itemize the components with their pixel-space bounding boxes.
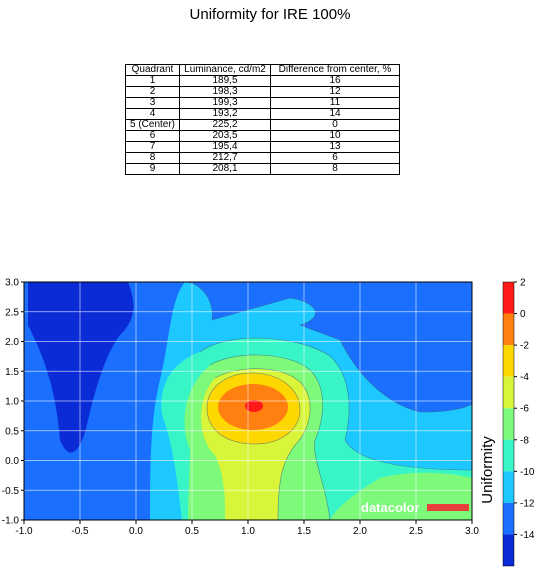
y-tick-label: 0.5 [5, 426, 19, 437]
colorbar-swatch [503, 502, 514, 535]
chart-title: Uniformity for IRE 100% [189, 6, 351, 23]
colorbar-frame [502, 281, 515, 567]
y-tick-label: 1.5 [5, 367, 19, 378]
colorbar-swatch [503, 408, 514, 440]
y-tick-label: -1.0 [2, 516, 20, 527]
table-row: 9 208,1 8 [125, 163, 400, 175]
colorbar-swatch [503, 313, 514, 346]
table-header-row: Quadrant Luminance, cd/m2 Difference fro… [125, 64, 400, 76]
watermark-logo: datacolor [361, 500, 420, 515]
x-axis: -1.0 -0.5 0.0 0.5 1.0 1.5 2.0 2.5 3.0 [15, 520, 479, 537]
colorbar-swatch [503, 534, 514, 566]
colorbar-tick-label: -2 [520, 341, 529, 352]
contour-lines [184, 282, 472, 520]
colorbar: 2 0 -2 -4 -6 -8 -10 -12 -14 [502, 278, 535, 567]
x-tick-label: 1.5 [297, 526, 311, 537]
x-tick-label: 1.0 [241, 526, 255, 537]
colorbar-tick-label: 0 [520, 309, 526, 320]
y-tick-label: 1.0 [5, 397, 19, 408]
colorbar-tick-label: -12 [520, 498, 535, 509]
colorbar-tick-label: -4 [520, 372, 529, 383]
colorbar-swatch [503, 376, 514, 409]
x-tick-label: 2.0 [353, 526, 367, 537]
colorbar-swatch [503, 282, 514, 314]
x-tick-label: -1.0 [15, 526, 33, 537]
table-cell: 8 [270, 163, 400, 175]
watermark-bar [427, 504, 469, 511]
contour-level-peak [245, 400, 263, 412]
x-tick-label: 0.0 [129, 526, 143, 537]
colorbar-tick-label: -8 [520, 435, 529, 446]
contour-plot [24, 282, 472, 520]
y-tick-label: 2.5 [5, 307, 19, 318]
colorbar-tick-label: 2 [520, 278, 526, 289]
x-tick-label: -0.5 [71, 526, 89, 537]
table-row: 2 198,3 12 [125, 86, 400, 98]
grid-lines [24, 282, 472, 520]
colorbar-label: Uniformity [479, 436, 496, 504]
y-tick-label: 3.0 [5, 278, 19, 289]
x-tick-label: 3.0 [465, 526, 479, 537]
y-tick-label: 0.0 [5, 456, 19, 467]
colorbar-tick-label: -10 [520, 467, 535, 478]
colorbar-tick-label: -6 [520, 404, 529, 415]
colorbar-swatch [503, 345, 514, 377]
luminance-table: Quadrant Luminance, cd/m2 Difference fro… [125, 64, 400, 175]
x-tick-label: 0.5 [185, 526, 199, 537]
table-row: 3 199,3 11 [125, 97, 400, 109]
x-tick-label: 2.5 [409, 526, 423, 537]
y-axis: 3.0 2.5 2.0 1.5 1.0 0.5 0.0 -0.5 -1.0 [2, 278, 24, 527]
colorbar-swatch [503, 439, 514, 472]
table-row: 6 203,5 10 [125, 130, 400, 142]
table-row: 8 212,7 6 [125, 152, 400, 164]
y-tick-label: -0.5 [2, 486, 20, 497]
y-tick-label: 2.0 [5, 337, 19, 348]
contour-level-minus14 [28, 282, 134, 453]
colorbar-swatch [503, 471, 514, 503]
colorbar-tick-label: -14 [520, 530, 535, 541]
table-row: 5 (Center) 225,2 0 [125, 119, 400, 131]
